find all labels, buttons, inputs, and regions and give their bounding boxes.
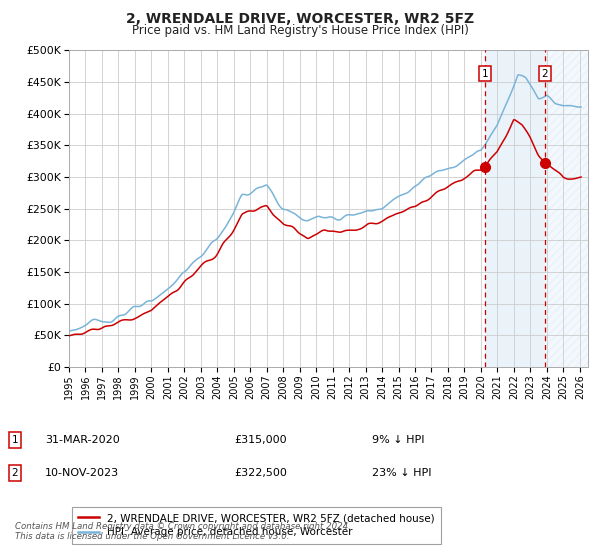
Text: £322,500: £322,500 xyxy=(234,468,287,478)
Text: 23% ↓ HPI: 23% ↓ HPI xyxy=(372,468,431,478)
Text: 2, WRENDALE DRIVE, WORCESTER, WR2 5FZ: 2, WRENDALE DRIVE, WORCESTER, WR2 5FZ xyxy=(126,12,474,26)
Text: 1: 1 xyxy=(11,435,19,445)
Text: 9% ↓ HPI: 9% ↓ HPI xyxy=(372,435,425,445)
Bar xyxy=(545,50,588,367)
Text: 2: 2 xyxy=(541,69,548,79)
Text: 10-NOV-2023: 10-NOV-2023 xyxy=(45,468,119,478)
Text: £315,000: £315,000 xyxy=(234,435,287,445)
Text: 1: 1 xyxy=(482,69,488,79)
Legend: 2, WRENDALE DRIVE, WORCESTER, WR2 5FZ (detached house), HPI: Average price, deta: 2, WRENDALE DRIVE, WORCESTER, WR2 5FZ (d… xyxy=(71,507,441,544)
Text: Contains HM Land Registry data © Crown copyright and database right 2024.
This d: Contains HM Land Registry data © Crown c… xyxy=(15,522,351,542)
Text: 31-MAR-2020: 31-MAR-2020 xyxy=(45,435,120,445)
Text: Price paid vs. HM Land Registry's House Price Index (HPI): Price paid vs. HM Land Registry's House … xyxy=(131,24,469,36)
Text: 2: 2 xyxy=(11,468,19,478)
Bar xyxy=(485,50,545,367)
